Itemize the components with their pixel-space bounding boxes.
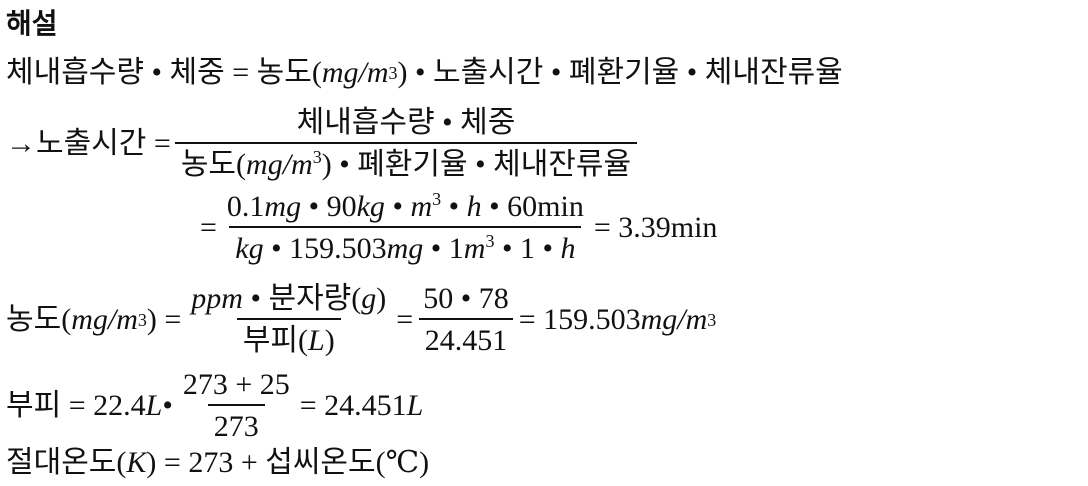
numerator: 0.1mg • 90kg • m3 • h • 60min <box>221 189 590 226</box>
eq-unit: mg/m <box>321 56 389 89</box>
numerator: 273 + 25 <box>182 368 290 401</box>
t: = 159.503 <box>518 303 641 336</box>
fraction: 50 • 78 24.451 <box>417 284 515 356</box>
t: • 60min <box>481 190 584 223</box>
denominator: 24.451 <box>418 318 514 356</box>
t: mg/m <box>71 303 138 336</box>
t: ) <box>324 324 335 357</box>
numerator: 50 • 78 <box>423 282 509 315</box>
t: L <box>406 389 424 422</box>
eq-text: 농도( <box>180 148 247 181</box>
t: 절대온도( <box>6 446 127 479</box>
t: • <box>162 389 173 422</box>
t: ) = 273 + 섭씨온도(℃) <box>146 446 430 479</box>
eq-unit: mg/m <box>246 148 313 181</box>
t: 3 <box>432 189 442 209</box>
equation-volume: 부피 = 22.4 L • 273 + 25 273 = 24.451 L <box>6 370 423 442</box>
t: • 1 • <box>494 232 561 265</box>
equation-absolute-temperature: 절대온도(K) = 273 + 섭씨온도(℃) <box>6 448 429 478</box>
t: m <box>463 232 486 265</box>
eq-text: 체내흡수량 • 체중 = 농도( <box>6 56 322 89</box>
t: kg <box>356 190 385 223</box>
t: • 159.503 <box>263 232 387 265</box>
t: ppm <box>191 282 243 315</box>
t: • 분자량( <box>242 282 362 315</box>
fraction: 체내흡수량 • 체중 농도(mg/m3) • 폐환기율 • 체내잔류율 <box>174 106 638 181</box>
numerator: 체내흡수량 • 체중 <box>296 106 516 139</box>
denominator: 273 <box>207 404 265 442</box>
t: • <box>441 190 467 223</box>
t: mg <box>264 190 302 223</box>
t: • 1 <box>423 232 464 265</box>
equation-exposure-time: →노출시간 = 체내흡수량 • 체중 농도(mg/m3) • 폐환기율 • 체내… <box>6 108 641 180</box>
t: = <box>396 303 414 336</box>
t: ) = <box>146 303 182 336</box>
fraction: ppm • 분자량(g) 부피(L) <box>185 284 392 356</box>
eq-text: ) • 폐환기율 • 체내잔류율 <box>321 148 632 181</box>
t: ) <box>376 282 387 315</box>
t: h <box>560 232 576 265</box>
t: mg <box>386 232 424 265</box>
t: L <box>145 389 163 422</box>
t: kg <box>235 232 264 265</box>
t: mg/m <box>640 303 708 336</box>
t: K <box>126 446 147 479</box>
t: 농도( <box>6 303 72 336</box>
t: g <box>361 282 377 315</box>
t: • 90 <box>301 190 357 223</box>
section-title: 해설 <box>6 7 58 40</box>
t: L <box>308 324 325 357</box>
t: h <box>466 190 482 223</box>
denominator: 부피(L) <box>236 318 341 357</box>
equation-absorbed-dose: 체내흡수량 • 체중 = 농도(mg/m 3) • 노출시간 • 폐환기율 • 체… <box>6 56 843 89</box>
t: 부피 = 22.4 <box>6 389 146 422</box>
eq-lhs: = <box>200 211 217 244</box>
eq-result: = 3.39min <box>593 211 718 244</box>
t: 부피( <box>242 324 309 357</box>
eq-exponent: 3 <box>312 147 322 167</box>
t: 3 <box>485 231 495 251</box>
t: • <box>384 190 411 223</box>
t: m <box>410 190 433 223</box>
fraction: 0.1mg • 90kg • m3 • h • 60min kg • 159.5… <box>221 189 590 265</box>
eq-text: ) • 노출시간 • 폐환기율 • 체내잔류율 <box>397 56 843 89</box>
equation-exposure-time-calc: = 0.1mg • 90kg • m3 • h • 60min kg • 159… <box>200 189 718 265</box>
denominator: kg • 159.503mg • 1m3 • 1 • h <box>229 226 582 265</box>
denominator: 농도(mg/m3) • 폐환기율 • 체내잔류율 <box>174 142 638 181</box>
numerator: ppm • 분자량(g) <box>185 284 392 318</box>
t: 0.1 <box>226 190 265 223</box>
eq-lhs: →노출시간 = <box>6 127 171 160</box>
equation-concentration: 농도(mg/m 3) = ppm • 분자량(g) 부피(L) = 50 • 78… <box>6 282 717 357</box>
fraction: 273 + 25 273 <box>177 370 296 442</box>
t: = 24.451 <box>299 389 407 422</box>
